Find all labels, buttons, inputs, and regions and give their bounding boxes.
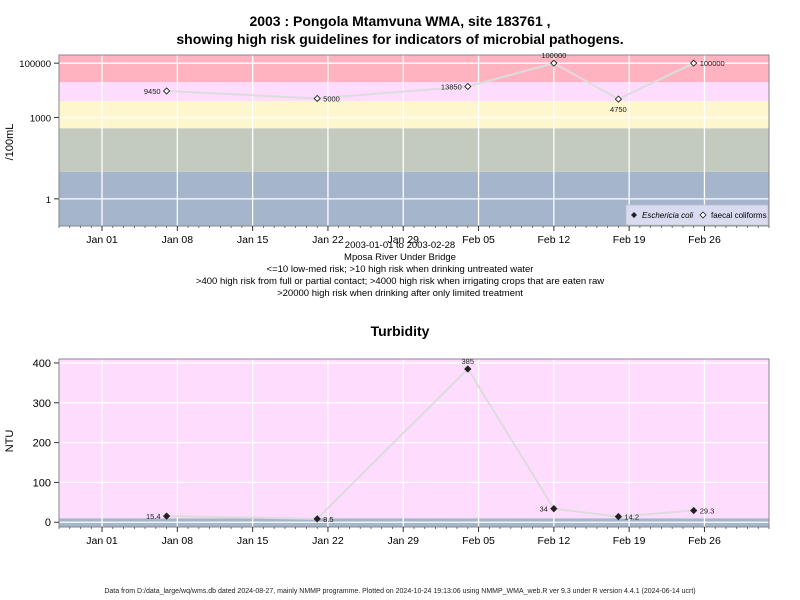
- top-x-tick-label-4: Jan 29: [387, 234, 419, 246]
- turbidity-y-tick-label-2: 200: [33, 438, 51, 450]
- top-point-5: [690, 59, 698, 67]
- date-range: 2003-01-01 to 2003-02-28: [344, 240, 456, 251]
- guideline-1: <=10 low-med risk; >10 high risk when dr…: [266, 264, 534, 275]
- top-series-line-0: [166, 62, 695, 101]
- top-y-tick-label-1: 1000: [30, 113, 51, 124]
- turbidity-point-3: [550, 505, 558, 513]
- top-y-axis-label: /100mL: [4, 124, 16, 161]
- top-point-2: [464, 82, 472, 91]
- top-x-tick-label-0: Jan 01: [86, 234, 118, 246]
- guideline-3: >20000 high risk when drinking after onl…: [277, 288, 523, 299]
- turbidity-point-0: [162, 512, 171, 520]
- turbidity-chart-title: Turbidity: [370, 323, 430, 339]
- top-point-label-5: 100000: [700, 59, 725, 68]
- turbidity-point-4: [614, 512, 623, 521]
- top-point-1: [313, 94, 321, 103]
- turbidity-y-tick-label-4: 400: [33, 358, 51, 370]
- turbidity-point-label-5: 29.3: [700, 507, 715, 516]
- top-x-tick-label-8: Feb 26: [688, 234, 721, 246]
- turbidity-band-1: [59, 359, 769, 519]
- legend-box: [625, 204, 769, 226]
- top-point-label-2: 13850: [441, 82, 462, 91]
- top-point-label-4: 4750: [610, 105, 627, 114]
- turbidity-y-tick-label-3: 300: [33, 398, 51, 410]
- turbidity-point-label-0: 15.4: [146, 512, 161, 521]
- legend-faecal-marker: [699, 211, 707, 219]
- top-x-tick-label-7: Feb 19: [613, 234, 646, 246]
- turbidity-point-1: [313, 515, 321, 523]
- top-point-label-3: 100000: [541, 51, 566, 60]
- guideline-2: >400 high risk from full or partial cont…: [195, 276, 605, 287]
- site-name: Mposa River Under Bridge: [344, 252, 456, 263]
- turbidity-x-tick-label-1: Jan 08: [162, 535, 194, 547]
- top-x-tick-label-6: Feb 12: [537, 234, 570, 246]
- turbidity-x-tick-label-3: Jan 22: [312, 535, 344, 547]
- footer-note: Data from D:/data_large/wq/wms.db dated …: [104, 588, 696, 595]
- top-point-label-0: 9450: [144, 87, 161, 96]
- top-point-label-1: 5000: [323, 94, 340, 103]
- top-chart-title-line2: showing high risk guidelines for indicat…: [176, 31, 624, 47]
- top-x-tick-label-3: Jan 22: [312, 234, 344, 246]
- bottom-y-axis-label: NTU: [4, 430, 16, 453]
- top-x-tick-label-5: Feb 05: [462, 234, 495, 246]
- top-point-4: [614, 95, 623, 103]
- top-point-3: [550, 59, 558, 67]
- turbidity-x-tick-label-0: Jan 01: [86, 535, 118, 547]
- turbidity-point-label-2: 385: [462, 357, 475, 366]
- turbidity-x-tick-label-6: Feb 12: [537, 535, 570, 547]
- turbidity-point-label-4: 14.2: [624, 513, 639, 522]
- turbidity-y-tick-label-1: 100: [33, 477, 51, 489]
- turbidity-point-label-1: 8.5: [323, 515, 333, 524]
- top-x-tick-label-1: Jan 08: [162, 234, 194, 246]
- turbidity-x-tick-label-5: Feb 05: [462, 535, 495, 547]
- top-band-1: [59, 128, 769, 172]
- legend-ecoli-label: Eschericia coli: [642, 211, 693, 220]
- top-point-0: [162, 87, 171, 95]
- turbidity-point-5: [690, 506, 698, 515]
- turbidity-y-tick-label-0: 0: [45, 517, 51, 529]
- top-chart-title-line1: 2003 : Pongola Mtamvuna WMA, site 183761…: [249, 13, 551, 29]
- top-y-tick-label-2: 100000: [19, 59, 51, 70]
- turbidity-x-tick-label-7: Feb 19: [613, 535, 646, 547]
- turbidity-point-label-3: 34: [540, 505, 548, 514]
- turbidity-x-tick-label-4: Jan 29: [387, 535, 419, 547]
- turbidity-x-tick-label-8: Feb 26: [688, 535, 721, 547]
- turbidity-x-tick-label-2: Jan 15: [237, 535, 269, 547]
- legend-ecoli-marker: [631, 212, 637, 218]
- turbidity-point-2: [464, 365, 472, 373]
- top-y-tick-label-0: 1: [46, 195, 51, 206]
- top-band-2: [59, 101, 769, 129]
- top-x-tick-label-2: Jan 15: [237, 234, 269, 246]
- turbidity-series-line-0: [166, 367, 694, 520]
- legend-faecal-label: faecal coliforms: [711, 211, 767, 220]
